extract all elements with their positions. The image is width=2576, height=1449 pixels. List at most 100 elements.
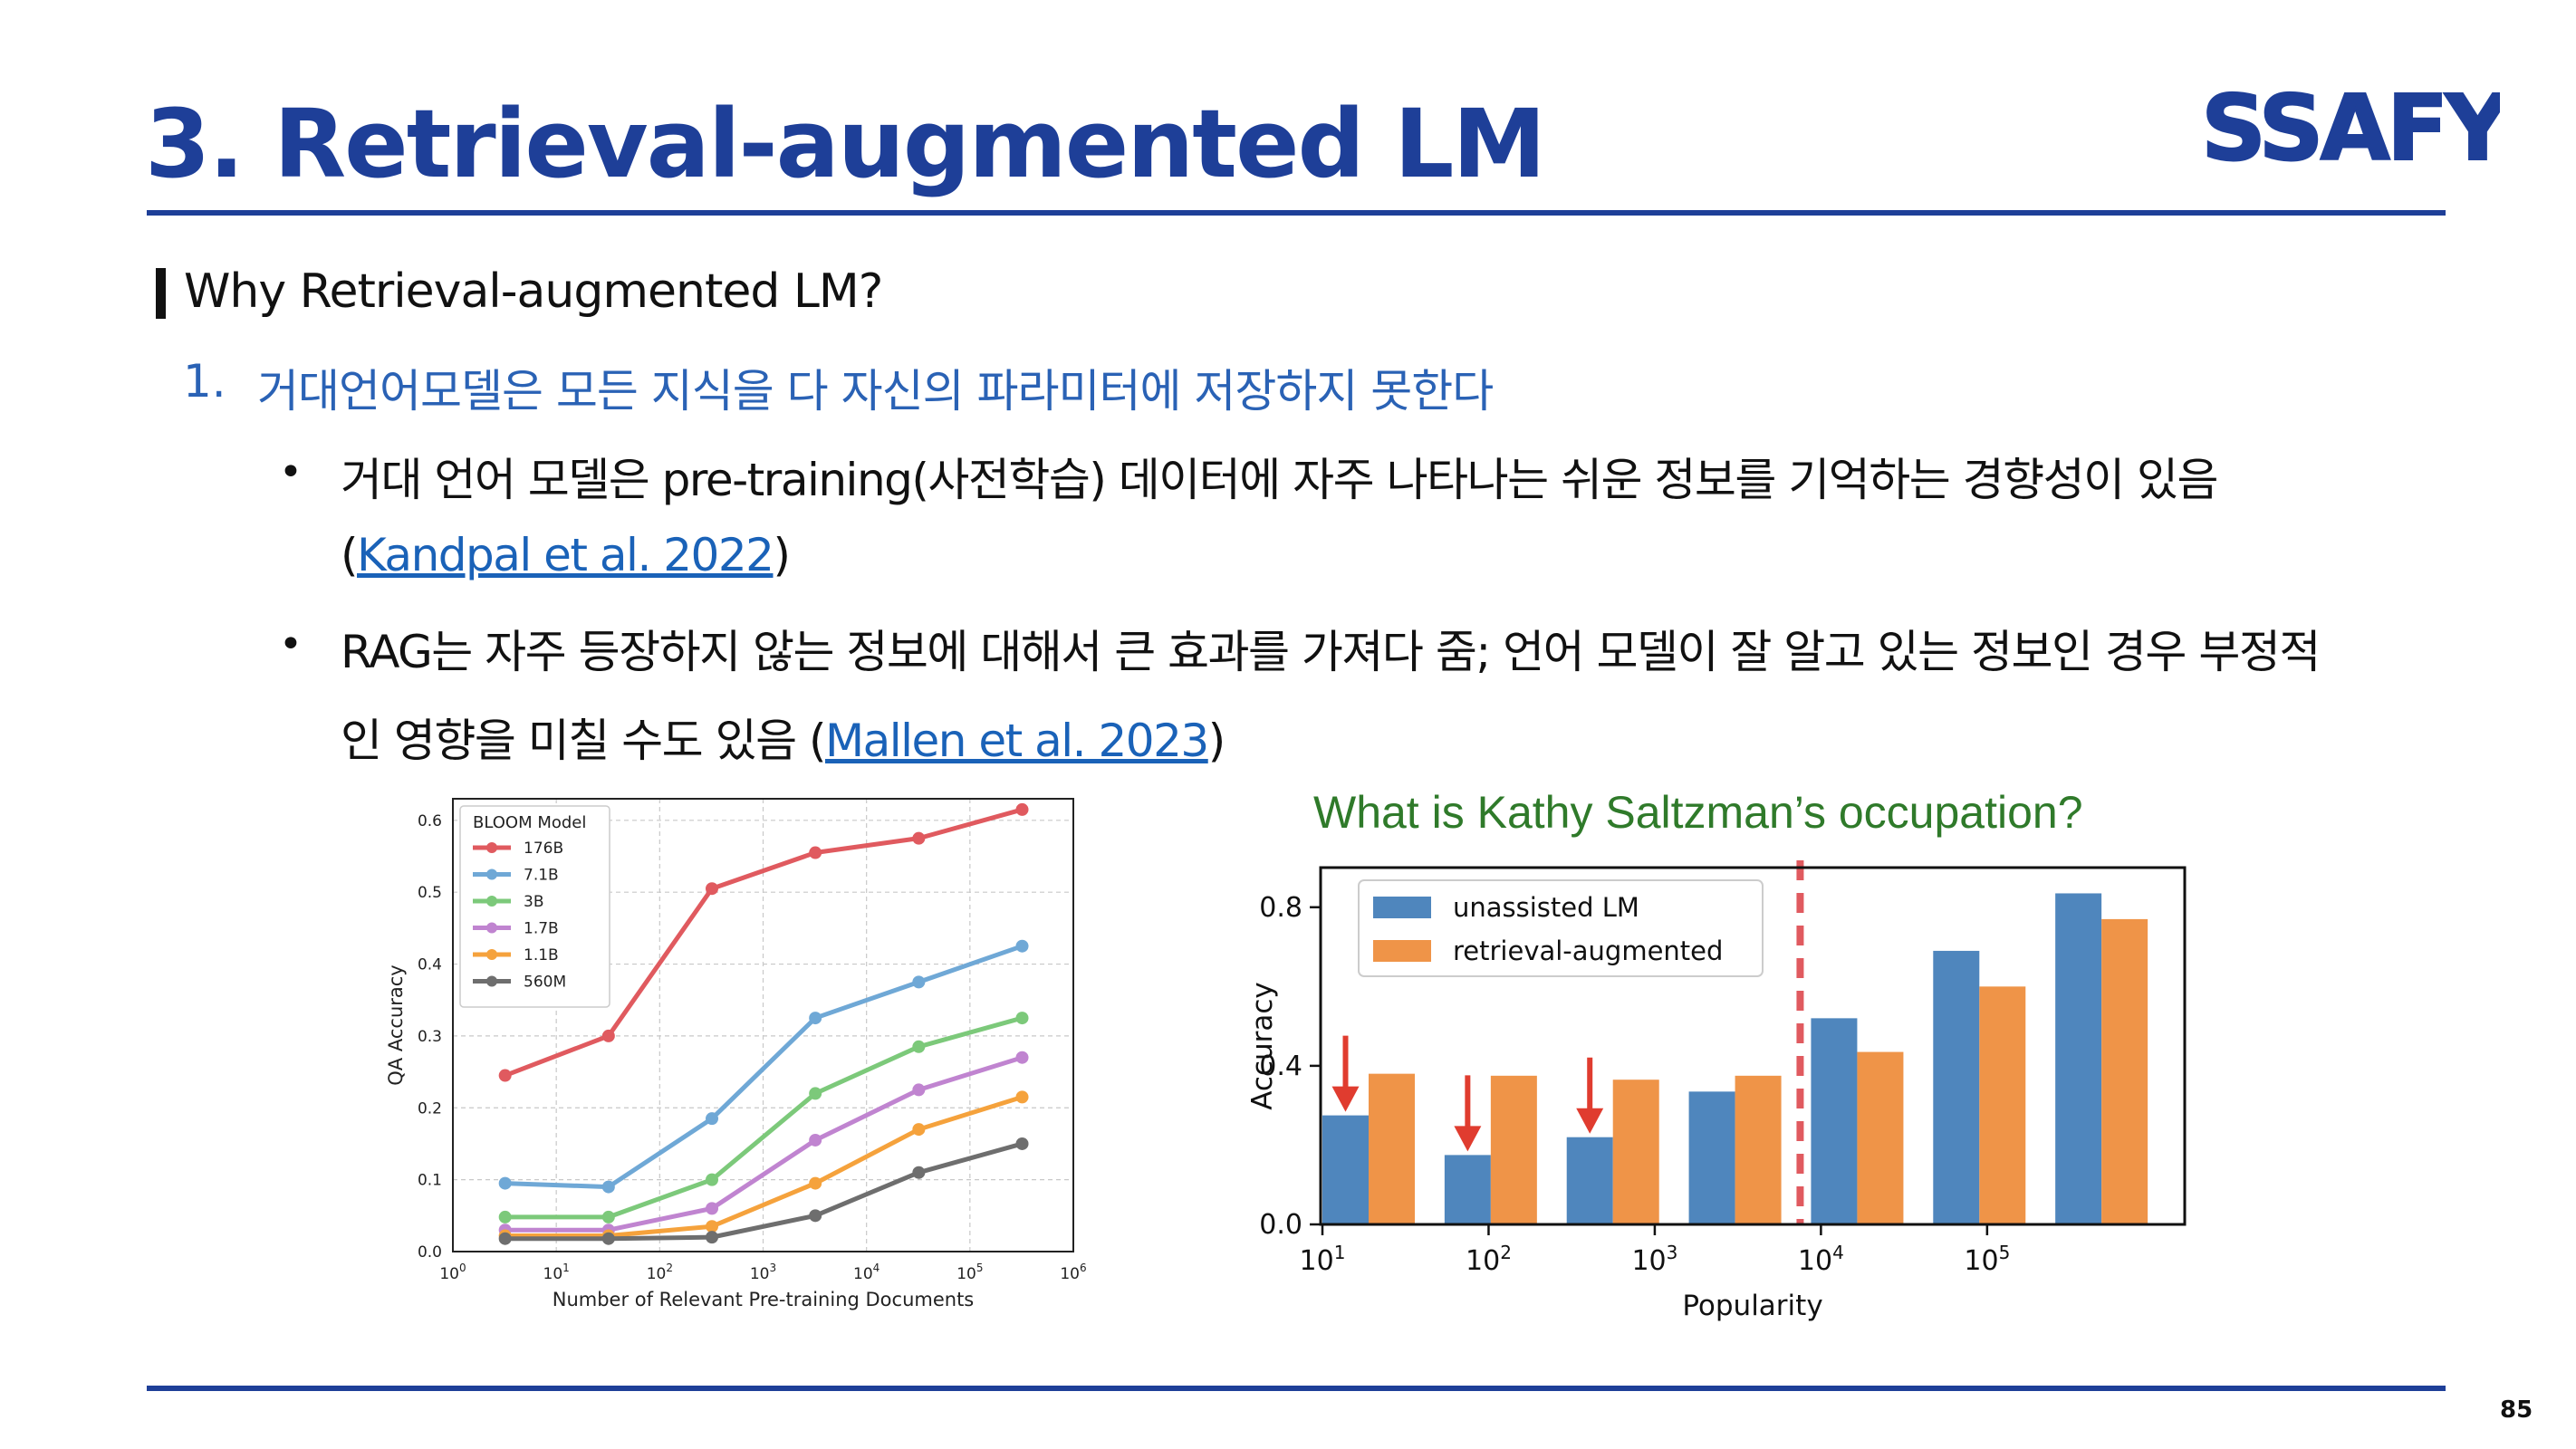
data-point-7.1B [601,1180,615,1194]
popularity-bar-chart: 0.0 0.4 0.8 101 102 103 104 105 unassisted LM ret… [1246,860,2187,1322]
page-number: 85 [2500,1396,2533,1424]
logo-text: SSAFY [2201,83,2500,174]
bloom-line-chart: 0.0 0.1 0.2 0.3 0.4 0.5 0.6 100 101 102 103 104 105 1… [385,798,1087,1310]
x-tick-label: 101 [543,1262,570,1283]
legend-label: 1.7B [524,920,559,938]
data-point-1.1B [706,1220,719,1233]
legend-label: 560M [524,974,566,992]
legend-swatch-marker [486,922,497,934]
x-tick-label: 100 [439,1262,466,1283]
data-point-560M [912,1166,926,1179]
bar-retrieval-augmented [1369,1073,1415,1224]
data-point-3B [601,1210,615,1223]
bar-retrieval-augmented [1979,986,2026,1224]
bullet1-line1: 거대 언어 모델은 pre-training(사전학습) 데이터에 자주 나타나… [341,454,2219,506]
bar-retrieval-augmented [1857,1051,1904,1224]
x-axis-label: Number of Relevant Pre-training Document… [553,1289,975,1310]
slide-title: 3. Retrieval-augmented LM [145,89,1546,199]
legend-swatch-marker [486,868,497,880]
bar-retrieval-augmented [1735,1075,1782,1224]
legend-swatch-marker [486,949,497,960]
data-point-176B [706,882,719,896]
legend-box [1358,879,1764,977]
y-tick-label: 0.0 [418,1243,442,1262]
bar-retrieval-augmented [1612,1080,1659,1224]
item-text: 거대언어모델은 모든 지식을 다 자신의 파라미터에 저장하지 못한다 [257,365,1494,417]
series-line-1.7B [505,1055,1024,1233]
series-line-560M [505,1141,1024,1242]
data-point-1.7B [706,1202,719,1215]
data-point-3B [1015,1012,1029,1025]
y-tick-label: 0.0 [1259,1209,1302,1241]
series-line-1.1B [505,1094,1024,1239]
data-point-1.7B [1015,1051,1029,1064]
legend-swatch-marker [486,975,497,987]
data-point-3B [809,1087,822,1100]
citation-mallen-link[interactable]: Mallen et al. 2023 [824,715,1209,767]
data-point-3B [498,1210,512,1223]
figure-caption: What is Kathy Saltzman’s occupation? [1313,787,2083,838]
y-tick-label: 0.8 [1259,892,1302,924]
series-line-3B [505,1015,1024,1220]
data-point-560M [601,1232,615,1245]
data-point-1.7B [809,1133,822,1147]
bar-retrieval-augmented [2101,918,2148,1224]
data-point-560M [706,1231,719,1244]
data-point-560M [498,1232,512,1245]
legend-swatch-marker [486,896,497,907]
bullet-dot: • [279,621,303,667]
data-point-176B [1015,802,1029,816]
data-point-176B [809,846,822,859]
legend-label: retrieval-augmented [1453,936,1723,966]
legend-swatch [1373,940,1431,962]
bar-unassisted-LM [1322,1115,1369,1224]
series-line-7.1B [505,944,1024,1190]
x-tick-label: 105 [956,1262,983,1283]
legend-label: 7.1B [524,867,559,885]
data-point-1.1B [809,1176,822,1190]
y-tick-label: 0.1 [418,1172,442,1190]
legend-title: BLOOM Model [473,813,586,832]
item-number: 1. [183,355,226,408]
data-point-176B [498,1069,512,1082]
header-rule [147,210,2446,216]
data-point-7.1B [912,975,926,989]
bar-unassisted-LM [1444,1155,1491,1224]
x-tick-label: 103 [1631,1242,1677,1277]
bullet2-line1: RAG는 자주 등장하지 않는 정보에 대해서 큰 효과를 가져다 줌; 언어 … [341,626,2321,678]
data-point-7.1B [809,1012,822,1025]
data-point-7.1B [1015,939,1029,953]
arrow-head [1454,1126,1482,1152]
legend-label: 3B [524,893,543,911]
footer-rule [147,1386,2446,1391]
section-heading: Why Retrieval-augmented LM? [184,264,883,319]
paren-close: ) [1207,715,1226,767]
data-point-560M [809,1209,822,1223]
x-tick-label: 105 [1964,1242,2010,1277]
bar-unassisted-LM [1688,1091,1735,1224]
arrow-head [1331,1086,1360,1112]
bar-unassisted-LM [1811,1018,1858,1224]
plot-frame [1319,866,2187,1226]
data-point-1.7B [912,1083,926,1097]
data-point-3B [912,1040,926,1053]
x-tick-label: 104 [1798,1242,1844,1277]
x-tick-label: 104 [853,1262,879,1283]
x-tick-label: 103 [750,1262,776,1283]
data-point-3B [706,1173,719,1186]
section-marker [156,268,166,319]
y-tick-label: 0.5 [418,884,442,902]
legend-label: 1.1B [524,946,559,964]
legend-label: unassisted LM [1453,892,1639,923]
legend-swatch [1373,897,1431,918]
paren-close: ) [773,529,791,581]
paren-open: ( [341,529,359,581]
data-point-7.1B [498,1176,512,1190]
plot-frame [452,798,1074,1252]
data-point-7.1B [706,1112,719,1126]
bullet1-line2: (Kandpal et al. 2022) [341,529,791,581]
y-axis-label: QA Accuracy [385,964,407,1085]
citation-kandpal-link[interactable]: Kandpal et al. 2022 [357,529,774,581]
ssafy-logo: SSAFY [2201,83,2500,174]
y-axis-label: Accuracy [1246,982,1279,1110]
